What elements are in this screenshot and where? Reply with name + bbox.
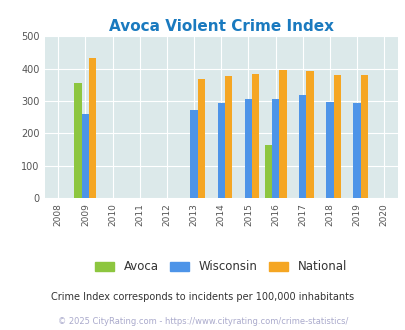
- Bar: [326, 102, 333, 198]
- Bar: [252, 74, 259, 198]
- Bar: [81, 114, 89, 198]
- Text: © 2025 CityRating.com - https://www.cityrating.com/crime-statistics/: © 2025 CityRating.com - https://www.city…: [58, 317, 347, 326]
- Bar: [244, 99, 252, 198]
- Bar: [224, 76, 232, 198]
- Title: Avoca Violent Crime Index: Avoca Violent Crime Index: [109, 19, 333, 34]
- Bar: [279, 70, 286, 198]
- Bar: [264, 145, 271, 198]
- Bar: [89, 58, 96, 198]
- Bar: [190, 110, 197, 198]
- Bar: [298, 95, 306, 198]
- Bar: [333, 75, 340, 198]
- Bar: [271, 99, 279, 198]
- Legend: Avoca, Wisconsin, National: Avoca, Wisconsin, National: [90, 256, 351, 278]
- Text: Crime Index corresponds to incidents per 100,000 inhabitants: Crime Index corresponds to incidents per…: [51, 292, 354, 302]
- Bar: [217, 103, 224, 198]
- Bar: [306, 71, 313, 198]
- Bar: [353, 103, 360, 198]
- Bar: [74, 83, 81, 198]
- Bar: [360, 75, 367, 198]
- Bar: [197, 79, 205, 198]
